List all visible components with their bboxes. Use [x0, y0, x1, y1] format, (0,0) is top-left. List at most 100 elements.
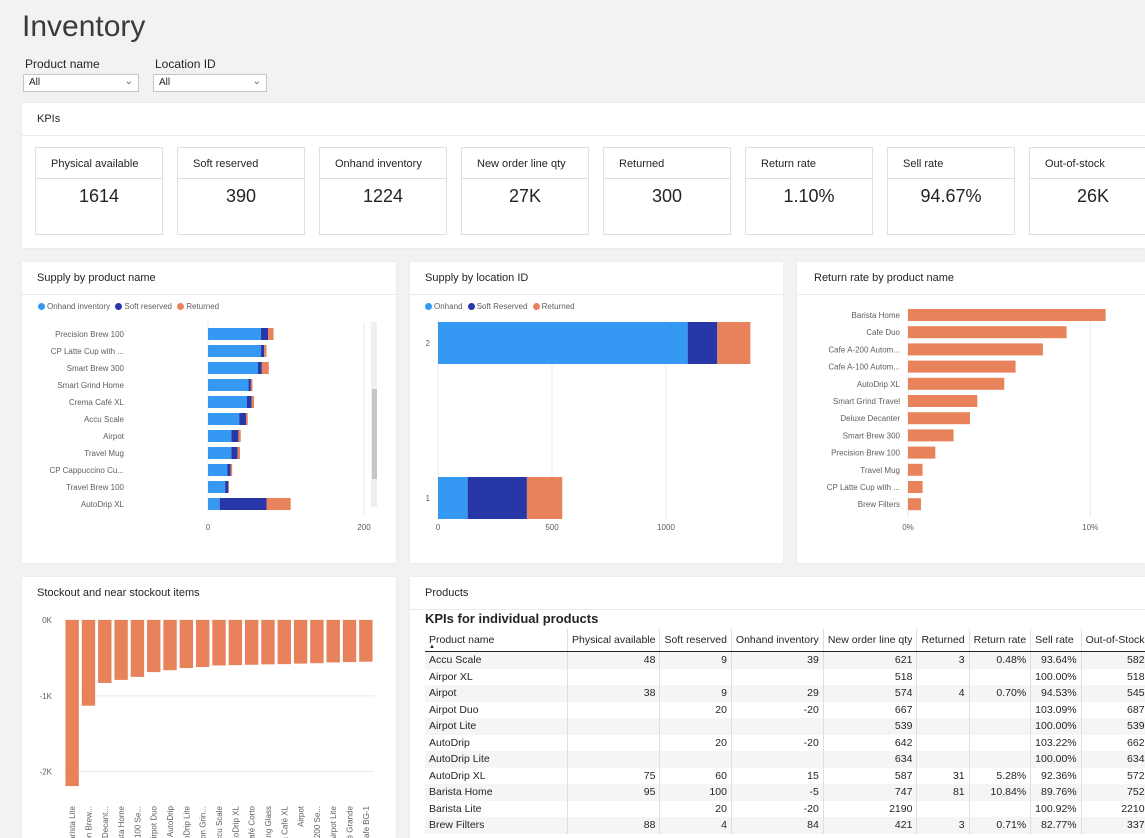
bar-segment[interactable] — [208, 345, 262, 357]
bar-segment[interactable] — [257, 362, 262, 374]
bar-segment[interactable] — [208, 498, 220, 510]
table-row[interactable]: Airpot Duo 20 -20 667 103.09% 687 — [425, 701, 1145, 718]
bar-segment[interactable] — [467, 477, 527, 519]
bar-segment[interactable] — [438, 322, 688, 364]
kpi-card-return-rate[interactable]: Return rate 1.10% — [745, 147, 873, 235]
bar-segment[interactable] — [261, 362, 269, 374]
chart-scrollbar-thumb[interactable] — [372, 389, 377, 479]
table-row[interactable]: Accu Scale 48 9 39 621 3 0.48% 93.64% 582 — [425, 651, 1145, 669]
column-header[interactable]: Product name ▲ — [425, 629, 568, 652]
bar-segment[interactable] — [228, 481, 230, 493]
bar-segment[interactable] — [261, 345, 265, 357]
table-row[interactable]: Airpor XL 518 100.00% 518 — [425, 668, 1145, 685]
bar[interactable] — [342, 620, 357, 663]
bar-segment[interactable] — [219, 498, 267, 510]
bar-segment[interactable] — [208, 447, 232, 459]
bar[interactable] — [147, 620, 161, 673]
bar[interactable] — [908, 377, 1005, 390]
bar-segment[interactable] — [208, 362, 258, 374]
column-header[interactable]: Soft reserved — [659, 629, 732, 652]
bar[interactable] — [212, 620, 226, 666]
table-row[interactable]: AutoDrip Lite 634 100.00% 634 — [425, 751, 1145, 768]
kpi-card-new-order-line-qty[interactable]: New order line qty 27K — [461, 147, 589, 235]
bar-segment[interactable] — [208, 413, 240, 425]
bar[interactable] — [908, 309, 1106, 321]
bar[interactable] — [130, 620, 145, 677]
bar[interactable] — [179, 620, 194, 669]
bar[interactable] — [359, 620, 373, 662]
column-header[interactable]: New order line qty — [822, 629, 917, 652]
column-header[interactable]: Returned — [916, 629, 970, 652]
table-row[interactable]: AutoDrip 20 -20 642 103.22% 662 — [425, 734, 1145, 751]
table-row[interactable]: Brew Filters 88 4 84 421 3 0.71% 82.77% 337 — [425, 817, 1145, 834]
kpi-card-physical-available[interactable]: Physical available 1614 — [35, 147, 163, 235]
bar-segment[interactable] — [248, 379, 251, 391]
column-header[interactable]: Physical available — [566, 629, 660, 652]
column-header[interactable]: Onhand inventory — [730, 629, 824, 652]
kpi-card-onhand-inventory[interactable]: Onhand inventory 1224 — [319, 147, 447, 235]
bar[interactable] — [293, 620, 308, 664]
bar-segment[interactable] — [208, 328, 262, 340]
bar-segment[interactable] — [266, 498, 291, 510]
kpi-card-sell-rate[interactable]: Sell rate 94.67% — [887, 147, 1015, 235]
kpi-card-returned[interactable]: Returned 300 — [603, 147, 731, 235]
bar-segment[interactable] — [261, 328, 269, 340]
bar-segment[interactable] — [237, 447, 240, 459]
bar[interactable] — [163, 620, 177, 671]
bar-segment[interactable] — [227, 464, 231, 476]
column-header[interactable]: Return rate — [968, 629, 1031, 652]
table-row[interactable]: AutoDrip XL 75 60 15 587 31 5.28% 92.36% 572 — [425, 767, 1145, 784]
bar[interactable] — [908, 463, 923, 476]
bar-segment[interactable] — [251, 396, 255, 408]
bar-segment[interactable] — [208, 481, 226, 493]
bar[interactable] — [228, 620, 243, 666]
kpi-card-soft-reserved[interactable]: Soft reserved 390 — [177, 147, 305, 235]
bar[interactable] — [908, 343, 1043, 356]
bar-segment[interactable] — [717, 322, 751, 364]
bar-segment[interactable] — [246, 413, 248, 425]
filter-location-id-select[interactable]: All ⌄ — [153, 74, 267, 92]
bar[interactable] — [326, 620, 340, 663]
bar[interactable] — [908, 326, 1067, 339]
bar[interactable] — [908, 498, 921, 511]
bar[interactable] — [81, 620, 96, 706]
bar[interactable] — [908, 446, 936, 459]
table-row[interactable]: Barista Home 95 100 -5 747 81 10.84% 89.76% 752 — [425, 784, 1145, 801]
bar-segment[interactable] — [687, 322, 718, 364]
bar-segment[interactable] — [208, 464, 228, 476]
bar[interactable] — [908, 395, 978, 407]
bar-segment[interactable] — [268, 328, 274, 340]
bar-segment[interactable] — [208, 379, 249, 391]
bar[interactable] — [908, 360, 1016, 373]
bar[interactable] — [98, 620, 112, 683]
bar-segment[interactable] — [250, 379, 253, 391]
bar-segment[interactable] — [230, 464, 233, 476]
table-row[interactable]: Barista Lite 20 -20 2190 100.92% 2210 — [425, 800, 1145, 817]
bar[interactable] — [277, 620, 291, 665]
bar[interactable] — [114, 620, 128, 680]
bar[interactable] — [244, 620, 259, 665]
bar-segment[interactable] — [208, 430, 232, 442]
bar-segment[interactable] — [231, 447, 238, 459]
bar-segment[interactable] — [247, 396, 252, 408]
bar-segment[interactable] — [208, 396, 247, 408]
bar[interactable] — [261, 620, 275, 665]
bar[interactable] — [908, 429, 954, 442]
table-row[interactable]: Airpot Lite 539 100.00% 539 — [425, 718, 1145, 735]
bar[interactable] — [65, 620, 79, 787]
bar[interactable] — [195, 620, 210, 668]
bar[interactable] — [908, 481, 923, 493]
filter-product-name-select[interactable]: All ⌄ — [23, 74, 139, 92]
column-header[interactable]: Out-of-Stock — [1080, 629, 1145, 652]
kpi-card-out-of-stock[interactable]: Out-of-stock 26K — [1029, 147, 1145, 235]
column-header[interactable]: Sell rate — [1030, 629, 1082, 652]
bar-segment[interactable] — [231, 430, 239, 442]
bar-segment[interactable] — [438, 477, 468, 519]
bar[interactable] — [310, 620, 324, 664]
bar-segment[interactable] — [225, 481, 229, 493]
bar-segment[interactable] — [238, 430, 241, 442]
bar[interactable] — [908, 412, 970, 425]
sort-ascending-icon[interactable]: ▲ — [429, 644, 435, 650]
bar-segment[interactable] — [239, 413, 247, 425]
bar-segment[interactable] — [526, 477, 563, 519]
